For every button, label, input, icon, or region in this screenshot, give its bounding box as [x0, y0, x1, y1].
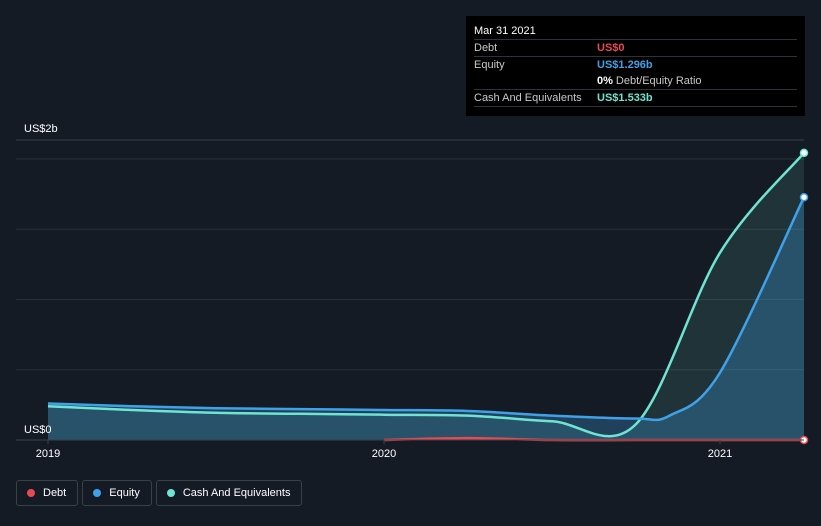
area-equity: [48, 197, 804, 440]
legend: Debt Equity Cash And Equivalents: [16, 480, 303, 506]
tooltip-row-debt: Debt US$0: [474, 39, 797, 56]
legend-label-debt: Debt: [43, 487, 67, 499]
tooltip-debt-label: Debt: [474, 42, 498, 54]
tooltip-row-ratio: 0% Debt/Equity Ratio: [474, 73, 797, 89]
legend-item-cash[interactable]: Cash And Equivalents: [155, 480, 303, 506]
tooltip-date: Mar 31 2021: [474, 25, 536, 37]
legend-dot-cash: [166, 489, 175, 497]
y-tick-label-0: US$2b: [24, 123, 58, 135]
legend-item-equity[interactable]: Equity: [82, 480, 152, 506]
tooltip-row-cash: Cash And Equivalents US$1.533b: [474, 89, 797, 107]
tooltip-ratio-value: 0%: [597, 75, 613, 87]
series-areas: [48, 152, 804, 441]
area-cash-and-equivalents: [48, 152, 804, 441]
x-tick-label-0: 2019: [36, 448, 60, 460]
series-end-points: [799, 148, 809, 445]
legend-dot-equity: [93, 489, 102, 497]
legend-label-cash: Cash And Equivalents: [182, 487, 291, 499]
line-cash-and-equivalents: [47, 151, 805, 438]
y-tick-label-1: US$0: [24, 424, 52, 436]
end-point-cash-and-equivalents: [799, 148, 809, 158]
x-tick-label-2: 2021: [708, 448, 732, 460]
axes: US$2b US$0 2019 2020 2021: [16, 123, 804, 460]
x-tick-label-1: 2020: [372, 448, 396, 460]
line-equity: [47, 196, 806, 422]
tooltip-equity-label: Equity: [474, 59, 505, 71]
tooltip-row-equity: Equity US$1.296b: [474, 56, 797, 73]
legend-label-equity: Equity: [109, 487, 140, 499]
tooltip-cash-value: US$1.533b: [597, 92, 653, 104]
legend-dot-debt: [27, 489, 35, 497]
tooltip-equity-value: US$1.296b: [597, 59, 653, 71]
tooltip-panel: Mar 31 2021 Debt US$0 Equity US$1.296b 0…: [466, 16, 805, 116]
grid-lines: [16, 139, 804, 371]
legend-item-debt[interactable]: Debt: [16, 480, 79, 506]
tooltip-debt-value: US$0: [597, 42, 625, 54]
tooltip-cash-label: Cash And Equivalents: [474, 92, 582, 104]
tooltip-ratio-label: Debt/Equity Ratio: [615, 75, 702, 87]
end-point-equity: [799, 192, 809, 202]
